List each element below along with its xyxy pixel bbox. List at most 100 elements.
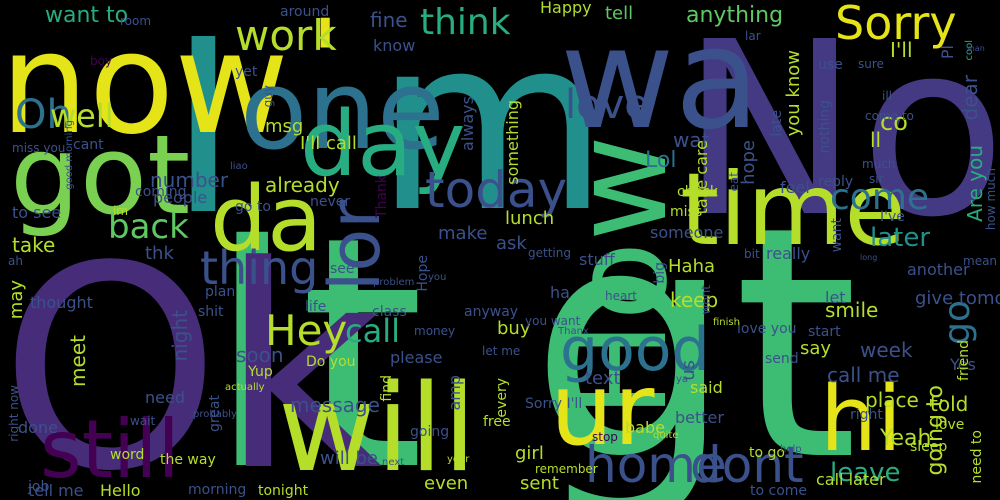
cloud-word: morning: [188, 482, 247, 498]
cloud-word: job: [28, 479, 50, 495]
cloud-word: Sorry I'll: [525, 396, 583, 412]
cloud-word: the way: [160, 452, 216, 468]
cloud-word: wont: [699, 285, 713, 315]
cloud-word: msg: [265, 116, 304, 137]
cloud-word: liao: [230, 161, 248, 172]
cloud-word: start: [808, 324, 841, 340]
cloud-word: come to: [865, 109, 914, 123]
cloud-word: love you: [737, 321, 797, 337]
cloud-word: Oh: [15, 92, 72, 138]
cloud-word: Thank: [374, 175, 390, 218]
cloud-word: someone: [650, 223, 724, 242]
cloud-word: text: [585, 368, 621, 389]
cloud-word: need: [145, 388, 185, 407]
cloud-word: sir: [869, 172, 884, 186]
cloud-word: help: [780, 444, 802, 455]
cloud-word: plan: [205, 284, 236, 300]
cloud-word: want to: [45, 3, 129, 28]
cloud-word: number: [150, 168, 229, 192]
cloud-word: gt: [530, 159, 859, 500]
cloud-word: place: [865, 388, 919, 412]
cloud-word: call: [345, 312, 400, 350]
cloud-word: friend: [956, 340, 972, 381]
cloud-word: dont: [690, 436, 804, 494]
cloud-word: next: [382, 457, 405, 468]
cloud-word: meet: [66, 335, 90, 387]
cloud-word: go to: [235, 199, 271, 215]
cloud-word: getting: [528, 246, 571, 260]
cloud-word: tonight: [258, 483, 309, 499]
cloud-word: always: [458, 96, 477, 151]
cloud-word: use: [818, 57, 843, 73]
cloud-word: let me: [482, 344, 521, 358]
cloud-word: tell: [605, 3, 634, 24]
cloud-word: boy: [90, 54, 113, 68]
cloud-word: lar: [745, 29, 761, 43]
cloud-word: soon: [236, 343, 284, 367]
cloud-word: sent: [520, 473, 559, 494]
cloud-word: say: [800, 338, 832, 359]
cloud-word: wa: [560, 0, 761, 161]
cloud-word: yet: [235, 64, 258, 80]
cloud-word: said: [690, 378, 723, 397]
cloud-word: anyway: [464, 304, 519, 320]
cloud-word: remember: [535, 462, 598, 476]
cloud-word: will: [278, 360, 477, 499]
cloud-word: to see: [12, 203, 62, 222]
cloud-word: heart: [605, 289, 637, 303]
cloud-word: thk: [145, 243, 174, 264]
cloud-word: now: [0, 3, 289, 166]
cloud-word: people: [153, 188, 208, 207]
cloud-word: another: [907, 260, 970, 279]
cloud-word: big: [652, 262, 668, 284]
cloud-word: you want: [525, 314, 581, 328]
cloud-word: keep: [670, 288, 719, 312]
cloud-word: bit: [744, 247, 760, 261]
cloud-word: wat: [673, 128, 710, 152]
cloud-word: stuff: [579, 250, 615, 269]
cloud-word: may: [6, 280, 27, 320]
cloud-word: Are you: [963, 145, 987, 222]
cloud-word: one: [240, 46, 445, 174]
cloud-word: room: [120, 14, 152, 28]
cloud-word: babe: [625, 418, 665, 437]
cloud-word: ur: [550, 351, 655, 468]
cloud-word: better: [675, 408, 724, 427]
cloud-word: day: [300, 92, 466, 197]
cloud-word: something: [503, 100, 522, 185]
cloud-word: make: [438, 223, 488, 244]
cloud-word: actually: [225, 382, 265, 393]
cloud-word: Hello: [100, 481, 141, 500]
cloud-word: Hey: [265, 306, 348, 355]
cloud-word: much: [862, 157, 896, 171]
cloud-word: ': [310, 0, 341, 124]
cloud-word: every: [494, 378, 510, 418]
cloud-word: think: [420, 2, 511, 43]
cloud-word: need to: [969, 430, 985, 484]
cloud-word: ill: [882, 89, 893, 103]
cloud-word: co: [880, 108, 908, 136]
cloud-word: quite: [653, 430, 679, 441]
cloud-word: love: [565, 82, 649, 128]
cloud-word: sleep: [910, 439, 948, 455]
cloud-word: will be: [320, 448, 378, 469]
cloud-word: word: [110, 447, 145, 463]
cloud-word: how much: [984, 168, 998, 231]
cloud-word: Lol: [645, 148, 677, 173]
cloud-word: to come: [750, 483, 808, 499]
cloud-word: time: [680, 151, 906, 268]
cloud-word: wait: [130, 414, 156, 428]
cloud-word: got: [10, 111, 191, 239]
cloud-word: week: [860, 338, 913, 362]
cloud-word: Yeah: [880, 426, 932, 451]
cloud-word: miss you: [12, 141, 66, 155]
cloud-word: right now: [7, 385, 21, 442]
cloud-word: Thanx: [558, 326, 589, 337]
cloud-word: give tomorrow: [915, 288, 1000, 309]
cloud-word: Haha: [668, 256, 716, 277]
cloud-word: shit: [198, 304, 224, 320]
cloud-word: cant: [73, 137, 104, 153]
cloud-word: find: [379, 375, 395, 402]
cloud-word: nothing: [817, 100, 833, 154]
